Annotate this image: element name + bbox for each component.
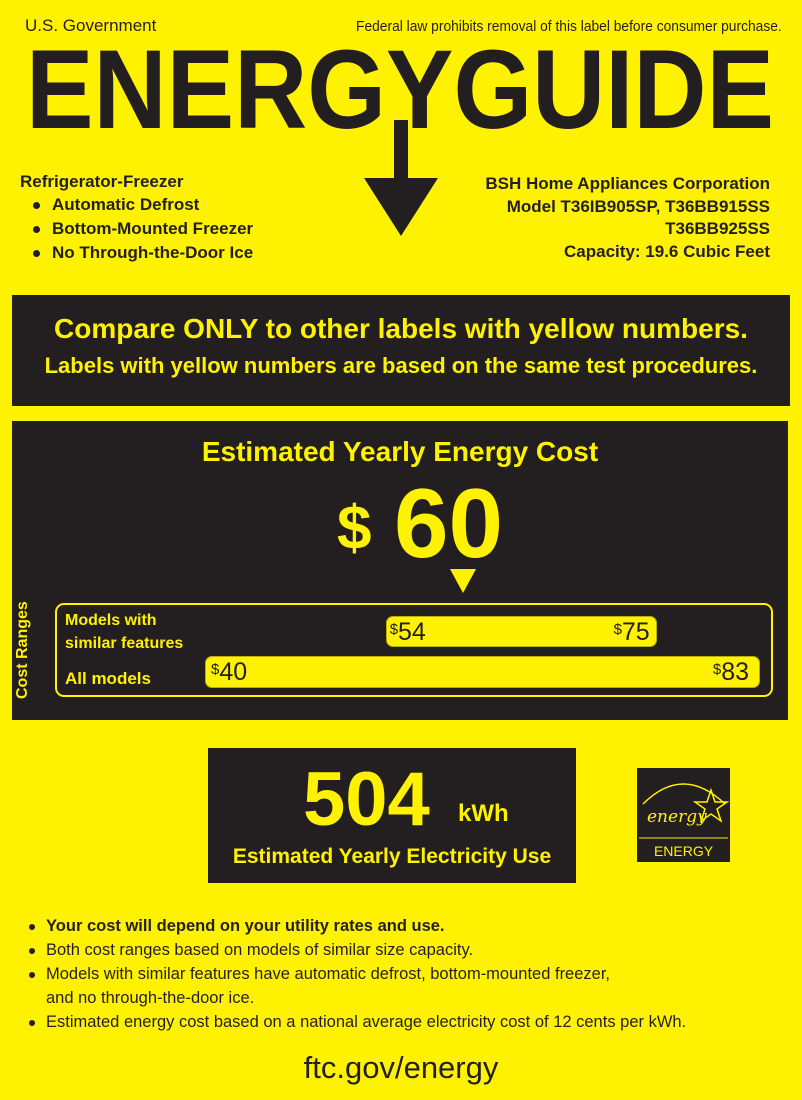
manufacturer-info: BSH Home Appliances Corporation Model T3…	[485, 173, 770, 263]
note-item: Your cost will depend on your utility ra…	[16, 914, 686, 938]
manufacturer-name: BSH Home Appliances Corporation	[485, 174, 770, 193]
capacity: Capacity: 19.6 Cubic Feet	[564, 241, 770, 261]
cost-title: Estimated Yearly Energy Cost	[201, 436, 599, 467]
cost-panel: Estimated Yearly Energy Cost $ 60 Cost R…	[12, 421, 788, 720]
kwh-value: 504	[303, 757, 430, 842]
similar-models-range-bar: $54 $75	[385, 616, 657, 647]
compare-banner: Compare ONLY to other labels with yellow…	[12, 295, 790, 406]
similar-label-line2: similar features	[65, 635, 184, 652]
feature-item: Bottom-Mounted Freezer	[20, 217, 253, 241]
model-numbers-2: T36BB925SS	[665, 219, 770, 238]
government-label: U.S. Government	[25, 16, 157, 35]
notes-list: Your cost will depend on your utility ra…	[16, 914, 686, 1034]
energy-star-logo: energy ENERGY STAR	[637, 768, 730, 875]
kwh-unit: kWh	[458, 800, 509, 827]
all-models-label: All models	[65, 669, 151, 688]
note-item-continued: and no through-the-door ice.	[46, 989, 255, 1007]
yearly-cost-value: 60	[394, 468, 504, 578]
electricity-use-panel: 504 kWh Estimated Yearly Electricity Use	[208, 748, 576, 883]
similar-models-label: Models with similar features	[65, 609, 183, 655]
removal-warning: Federal law prohibits removal of this la…	[356, 18, 782, 35]
cost-range-box	[55, 603, 773, 697]
compare-subtext: Labels with yellow numbers are based on …	[44, 353, 758, 378]
currency-symbol: $	[337, 494, 372, 563]
all-models-range-bar: $40 $83	[205, 656, 760, 688]
note-item: Models with similar features have automa…	[16, 962, 686, 986]
feature-item: Automatic Defrost	[20, 193, 253, 217]
cost-ranges-label: Cost Ranges	[14, 601, 31, 699]
energy-star-label: ENERGY STAR	[653, 843, 714, 875]
energy-star-icon: energy	[639, 783, 730, 839]
similar-label-line1: Models with	[65, 612, 157, 629]
feature-item: No Through-the-Door Ice	[20, 241, 253, 265]
product-type: Refrigerator-Freezer	[20, 172, 184, 191]
svg-text:energy: energy	[647, 807, 707, 827]
similar-min: $54	[389, 618, 426, 646]
ftc-link[interactable]: ftc.gov/energy	[303, 1050, 499, 1085]
model-numbers: Model T36IB905SP, T36BB915SS	[506, 196, 770, 216]
energyguide-logo: ENERGYGUIDE	[26, 27, 774, 236]
cost-pointer-icon	[450, 569, 477, 593]
compare-headline: Compare ONLY to other labels with yellow…	[54, 313, 748, 344]
product-info: Refrigerator-Freezer Automatic Defrost B…	[20, 171, 253, 265]
note-item: Both cost ranges based on models of simi…	[16, 938, 686, 962]
note-item: Estimated energy cost based on a nationa…	[16, 1010, 686, 1034]
similar-max: $75	[613, 618, 650, 646]
all-max: $83	[712, 658, 749, 686]
down-arrow-icon	[364, 178, 438, 236]
electricity-label: Estimated Yearly Electricity Use	[232, 845, 552, 868]
all-min: $40	[211, 658, 248, 686]
